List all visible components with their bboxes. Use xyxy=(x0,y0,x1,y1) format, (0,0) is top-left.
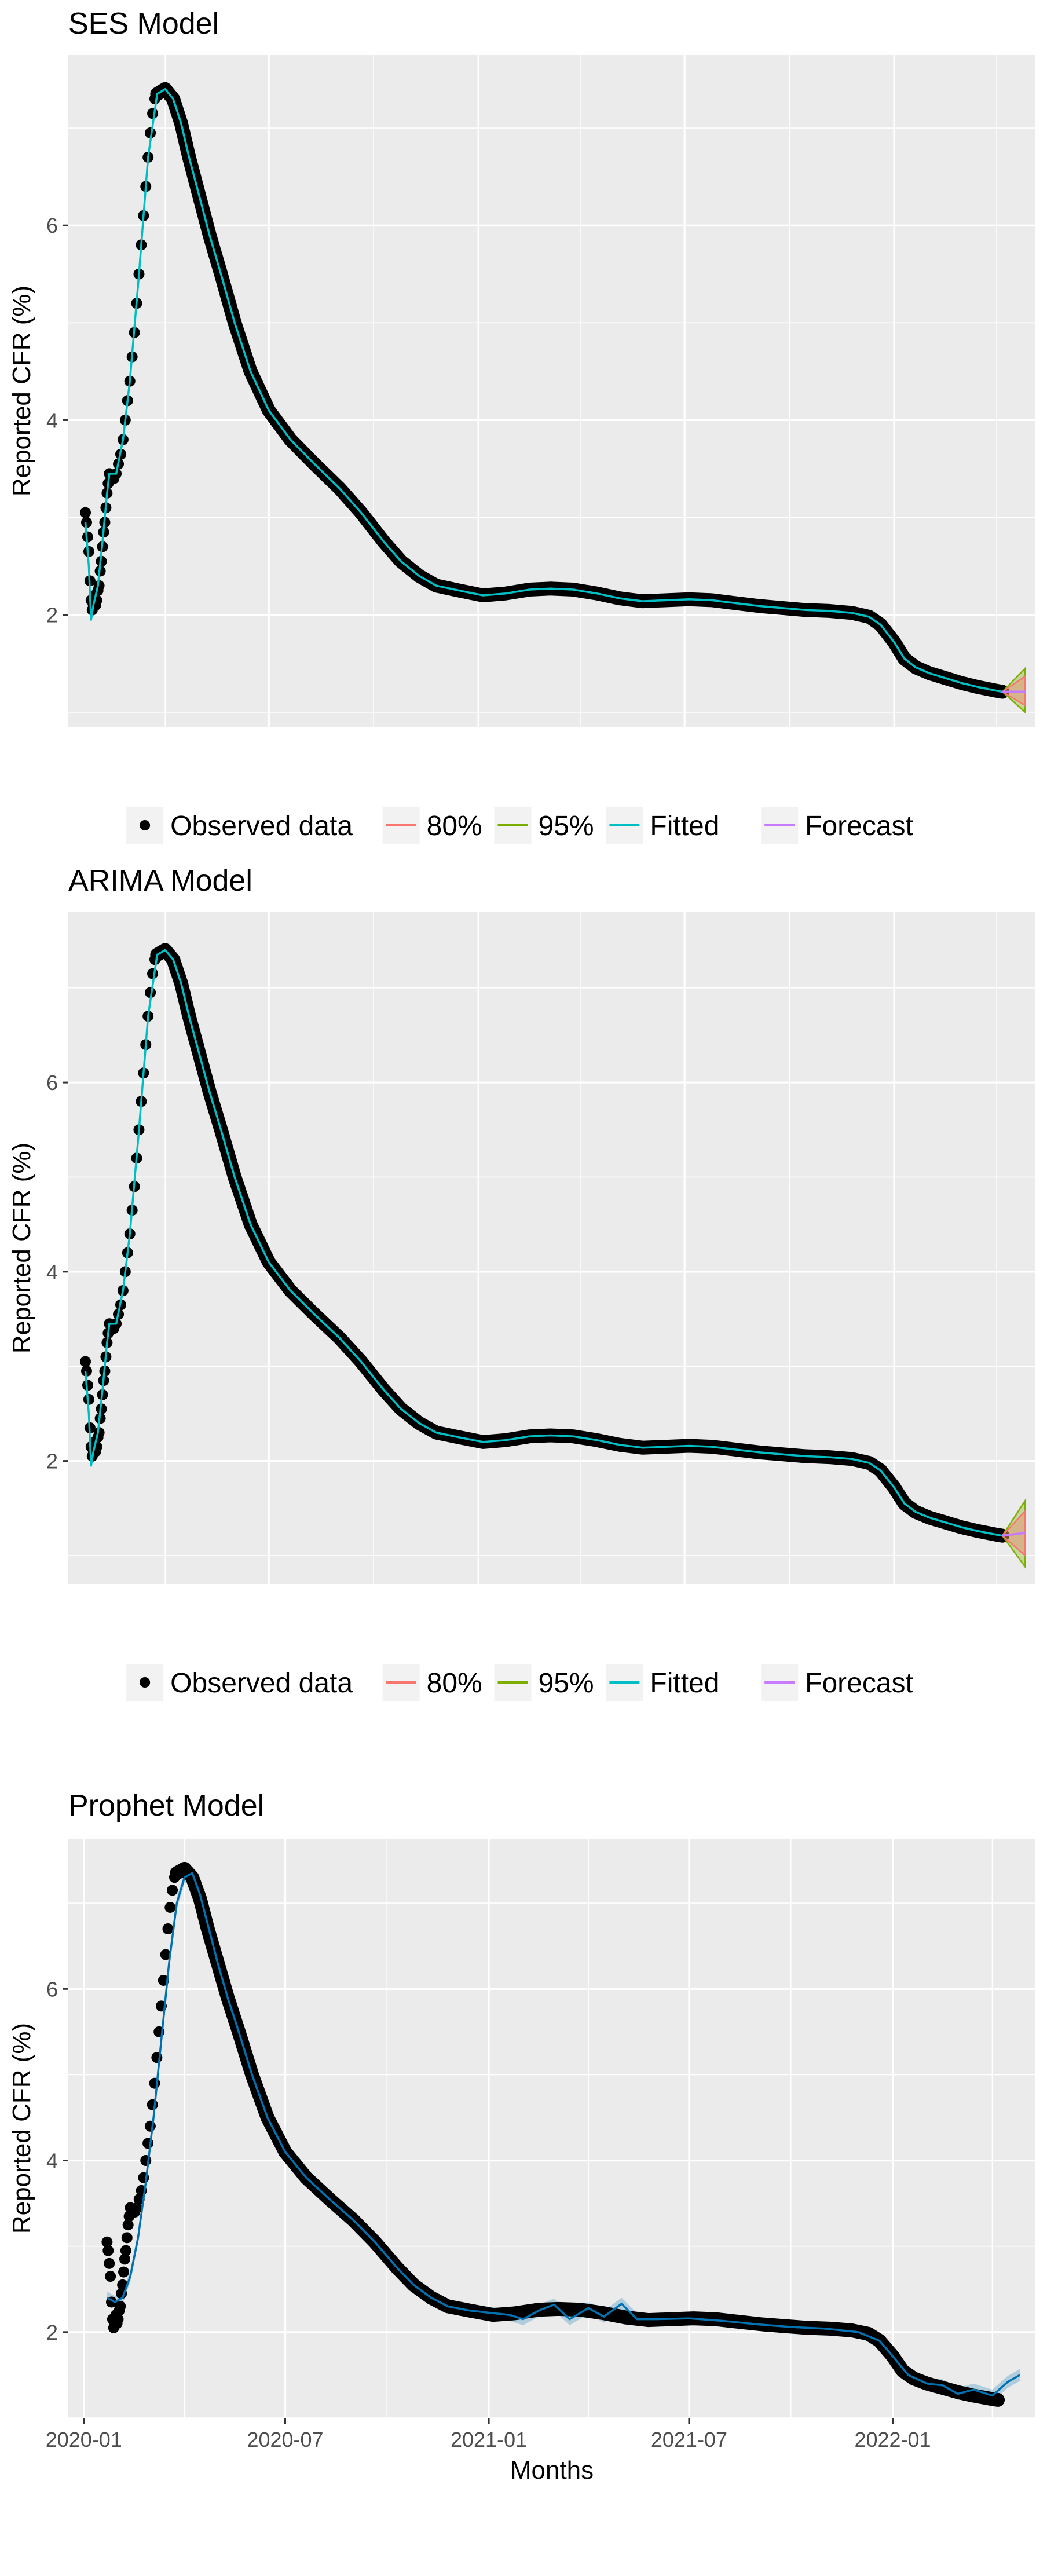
y-tick-label: 4 xyxy=(46,2149,58,2173)
prophet-fit-line xyxy=(107,1872,1021,2397)
observed-point xyxy=(80,1356,91,1367)
chart-panel-2: ARIMA Model 2 4 6 Reported CFR (%) Observed d… xyxy=(8,864,1035,1701)
chart-panel-3: Prophet Model 2 4 6 Reported CFR (%) 2020-01 2… xyxy=(8,1789,1035,2484)
y-tick-label: 6 xyxy=(46,1977,58,2001)
x-tick-label: 2021-07 xyxy=(651,2428,727,2451)
chart-title: SES Model xyxy=(68,7,219,41)
legend-label: 80% xyxy=(427,1668,482,1699)
legend-label: Fitted xyxy=(650,811,719,841)
observed-point xyxy=(83,546,94,557)
chart-title: ARIMA Model xyxy=(68,864,252,898)
plot-background xyxy=(68,1839,1035,2418)
legend-symbol-point xyxy=(140,820,151,830)
data-layer xyxy=(80,82,1026,714)
legend-label: Observed data xyxy=(170,1668,353,1699)
legend-label: Forecast xyxy=(805,811,913,841)
legend-label: 80% xyxy=(427,811,482,841)
legend-label: 95% xyxy=(539,1668,594,1699)
observed-point xyxy=(112,2314,124,2325)
data-layer xyxy=(80,943,1026,1569)
observed-point xyxy=(115,2300,126,2312)
y-tick-label: 6 xyxy=(46,214,58,237)
observed-point xyxy=(147,968,159,979)
chart-panel-1: SES Model 2 4 6 Reported CFR (%) Observed dat… xyxy=(8,7,1035,844)
x-tick-label: 2021-01 xyxy=(451,2428,527,2451)
observed-point xyxy=(82,1380,93,1391)
observed-point xyxy=(102,2245,114,2256)
y-tick-label: 2 xyxy=(46,1450,58,1473)
legend: Observed data 80% 95% Fitted Forecast xyxy=(126,1664,913,1701)
legend-label: 95% xyxy=(539,811,594,841)
observed-point xyxy=(118,2266,130,2278)
legend: Observed data 80% 95% Fitted Forecast xyxy=(126,807,913,844)
observed-point xyxy=(119,2253,130,2265)
observed-point xyxy=(145,987,156,998)
x-tick-label: 2020-07 xyxy=(247,2428,323,2451)
y-tick-label: 4 xyxy=(46,1260,58,1284)
observed-point xyxy=(162,1923,174,1935)
observed-point xyxy=(104,2257,115,2269)
observed-point xyxy=(164,1902,176,1913)
y-axis-label: Reported CFR (%) xyxy=(8,2023,36,2234)
x-tick-label: 2020-01 xyxy=(46,2428,122,2451)
observed-point xyxy=(80,517,92,528)
observed-point xyxy=(167,1885,178,1896)
observed-point xyxy=(171,1867,182,1879)
observed-point xyxy=(82,531,93,543)
observed-point xyxy=(83,1393,94,1405)
observed-point xyxy=(133,2193,145,2205)
x-tick-label: 2022-01 xyxy=(854,2428,931,2451)
observed-point xyxy=(80,507,91,518)
y-tick-label: 2 xyxy=(46,603,58,627)
observed-point xyxy=(147,108,159,119)
y-tick-label: 6 xyxy=(46,1071,58,1095)
observed-point xyxy=(144,2120,156,2132)
observed-point xyxy=(149,2077,160,2089)
observed-point xyxy=(145,127,156,138)
y-axis-label: Reported CFR (%) xyxy=(8,286,36,496)
observed-point xyxy=(105,2271,116,2282)
x-axis-label: Months xyxy=(510,2456,594,2484)
observed-point xyxy=(160,1949,171,1960)
y-tick-label: 2 xyxy=(46,2321,58,2344)
observed-point xyxy=(120,2245,131,2256)
data-layer xyxy=(101,1861,1021,2407)
observed-point xyxy=(122,2219,134,2231)
fitted-line xyxy=(84,949,1003,1537)
observed-point xyxy=(121,2232,133,2244)
observed-point xyxy=(131,2202,142,2213)
observed-point xyxy=(147,2099,158,2110)
observed-point xyxy=(80,1365,92,1377)
legend-symbol-point xyxy=(140,1677,151,1688)
fitted-line xyxy=(84,88,1003,693)
observed-point xyxy=(101,2236,113,2248)
y-axis-label: Reported CFR (%) xyxy=(8,1143,36,1353)
y-tick-label: 4 xyxy=(46,408,58,432)
forecast-line xyxy=(1002,1531,1026,1537)
legend-label: Fitted xyxy=(650,1668,719,1699)
legend-label: Forecast xyxy=(805,1668,913,1699)
chart-title: Prophet Model xyxy=(68,1789,264,1823)
legend-label: Observed data xyxy=(170,811,353,841)
